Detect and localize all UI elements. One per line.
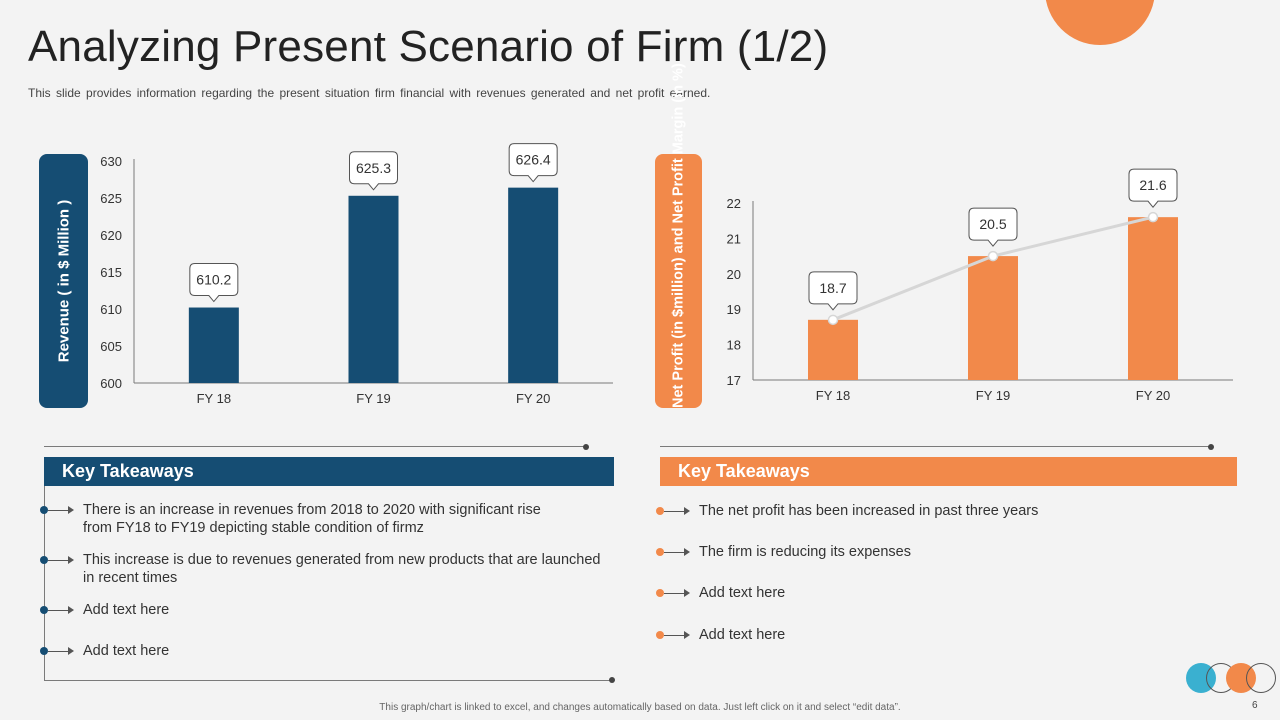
bullet-dot — [40, 556, 48, 564]
arrow-icon — [48, 559, 70, 561]
takeaway-text: Add text here — [699, 627, 786, 643]
revenue-axis-label: Revenue ( in $ Million ) — [39, 154, 88, 408]
net-profit-chart: 17 18 19 20 21 22 FY 18 FY 19 FY 20 18.7 20.5 21.6 — [727, 168, 1233, 403]
trend-point — [827, 314, 839, 326]
decorative-circle — [1045, 0, 1155, 45]
data-label: 21.6 — [1139, 177, 1166, 193]
data-label-callout — [808, 271, 858, 311]
takeaway-text: The firm is reducing its expenses — [699, 544, 911, 560]
bullet-dot — [40, 647, 48, 655]
page-subtitle: This slide provides information regardin… — [28, 86, 711, 100]
arrow-icon — [664, 510, 686, 512]
y-tick-label: 17 — [727, 373, 741, 388]
takeaway-text: Add text here — [83, 643, 170, 659]
arrow-head-icon — [68, 506, 74, 514]
x-tick-label: FY 18 — [816, 388, 850, 403]
top-rule-dot — [1208, 443, 1214, 450]
arrow-icon — [664, 592, 686, 594]
arrow-head-icon — [68, 606, 74, 614]
trend-point — [1147, 211, 1159, 223]
bullet-dot — [656, 507, 664, 515]
data-label-callout — [1128, 168, 1178, 208]
data-label: 610.2 — [196, 272, 231, 288]
bullet-dot — [656, 589, 664, 597]
y-tick-label: 22 — [727, 196, 741, 211]
arrow-icon — [48, 650, 70, 652]
trend-point — [987, 250, 999, 262]
arrow-icon — [664, 551, 686, 553]
left-rule — [44, 486, 45, 680]
x-tick-label: FY 20 — [1136, 388, 1170, 403]
arrow-head-icon — [68, 556, 74, 564]
arrow-head-icon — [684, 507, 690, 515]
y-tick-label: 620 — [100, 228, 122, 243]
y-tick-label: 625 — [100, 191, 122, 206]
y-tick-label: 19 — [727, 302, 741, 317]
ring-outline — [1246, 663, 1276, 693]
bar — [1128, 217, 1178, 380]
x-tick-label: FY 18 — [197, 391, 231, 406]
revenue-axis-label-text: Revenue ( in $ Million ) — [54, 199, 72, 363]
arrow-head-icon — [684, 589, 690, 597]
y-tick-label: 600 — [100, 376, 122, 391]
net-profit-axis-label-text: Net Profit (in $million) and Net Profit … — [670, 63, 687, 408]
data-label: 20.5 — [979, 216, 1006, 232]
arrow-icon — [48, 609, 70, 611]
bar — [968, 256, 1018, 380]
arrow-head-icon — [68, 647, 74, 655]
bullet-dot — [656, 548, 664, 556]
x-tick-label: FY 19 — [356, 391, 390, 406]
bottom-rule-dot — [609, 677, 615, 683]
y-tick-label: 18 — [727, 338, 741, 353]
y-tick-label: 630 — [100, 154, 122, 169]
top-rule-dot — [583, 443, 589, 450]
data-label: 18.7 — [819, 280, 846, 296]
takeaway-text: There is an increase in revenues from 20… — [83, 502, 541, 536]
bullet-dot — [40, 606, 48, 614]
data-label-callout — [968, 207, 1018, 247]
key-takeaways-header: Key Takeaways — [660, 457, 1237, 486]
bar — [348, 195, 399, 383]
arrow-head-icon — [684, 548, 690, 556]
net-profit-axis-label: Net Profit (in $million) and Net Profit … — [655, 63, 702, 408]
y-tick-label: 21 — [727, 231, 741, 246]
y-tick-label: 605 — [100, 339, 122, 354]
y-tick-label: 20 — [727, 267, 741, 282]
y-tick-label: 615 — [100, 265, 122, 280]
y-tick-label: 610 — [100, 302, 122, 317]
bullet-dot — [40, 506, 48, 514]
takeaway-text: The net profit has been increased in pas… — [699, 503, 1039, 519]
takeaway-text: Add text here — [699, 585, 786, 601]
data-label-callout — [189, 263, 239, 303]
x-tick-label: FY 20 — [516, 391, 550, 406]
page-title: Analyzing Present Scenario of Firm (1/2) — [28, 22, 829, 71]
arrow-icon — [48, 509, 70, 511]
revenue-chart: 600 605 610 615 620 625 630 FY 18 FY 19 FY 20 610.… — [100, 143, 613, 406]
arrow-head-icon — [684, 631, 690, 639]
footer-note: This graph/chart is linked to excel, and… — [379, 702, 901, 713]
data-label: 625.3 — [356, 160, 391, 176]
bullet-dot — [656, 631, 664, 639]
data-label: 626.4 — [516, 152, 551, 168]
data-label-callout — [349, 151, 398, 191]
bottom-rule — [44, 680, 612, 681]
takeaway-text: Add text here — [83, 602, 170, 618]
arrow-icon — [664, 634, 686, 636]
bar — [188, 307, 239, 383]
key-takeaways-header: Key Takeaways — [44, 457, 614, 486]
page-number: 6 — [1252, 700, 1258, 711]
top-rule — [44, 446, 586, 447]
bar — [808, 319, 858, 380]
bar — [508, 187, 559, 383]
x-tick-label: FY 19 — [976, 388, 1010, 403]
takeaway-text: This increase is due to revenues generat… — [83, 552, 601, 586]
data-label-callout — [508, 143, 558, 183]
top-rule — [660, 446, 1212, 447]
